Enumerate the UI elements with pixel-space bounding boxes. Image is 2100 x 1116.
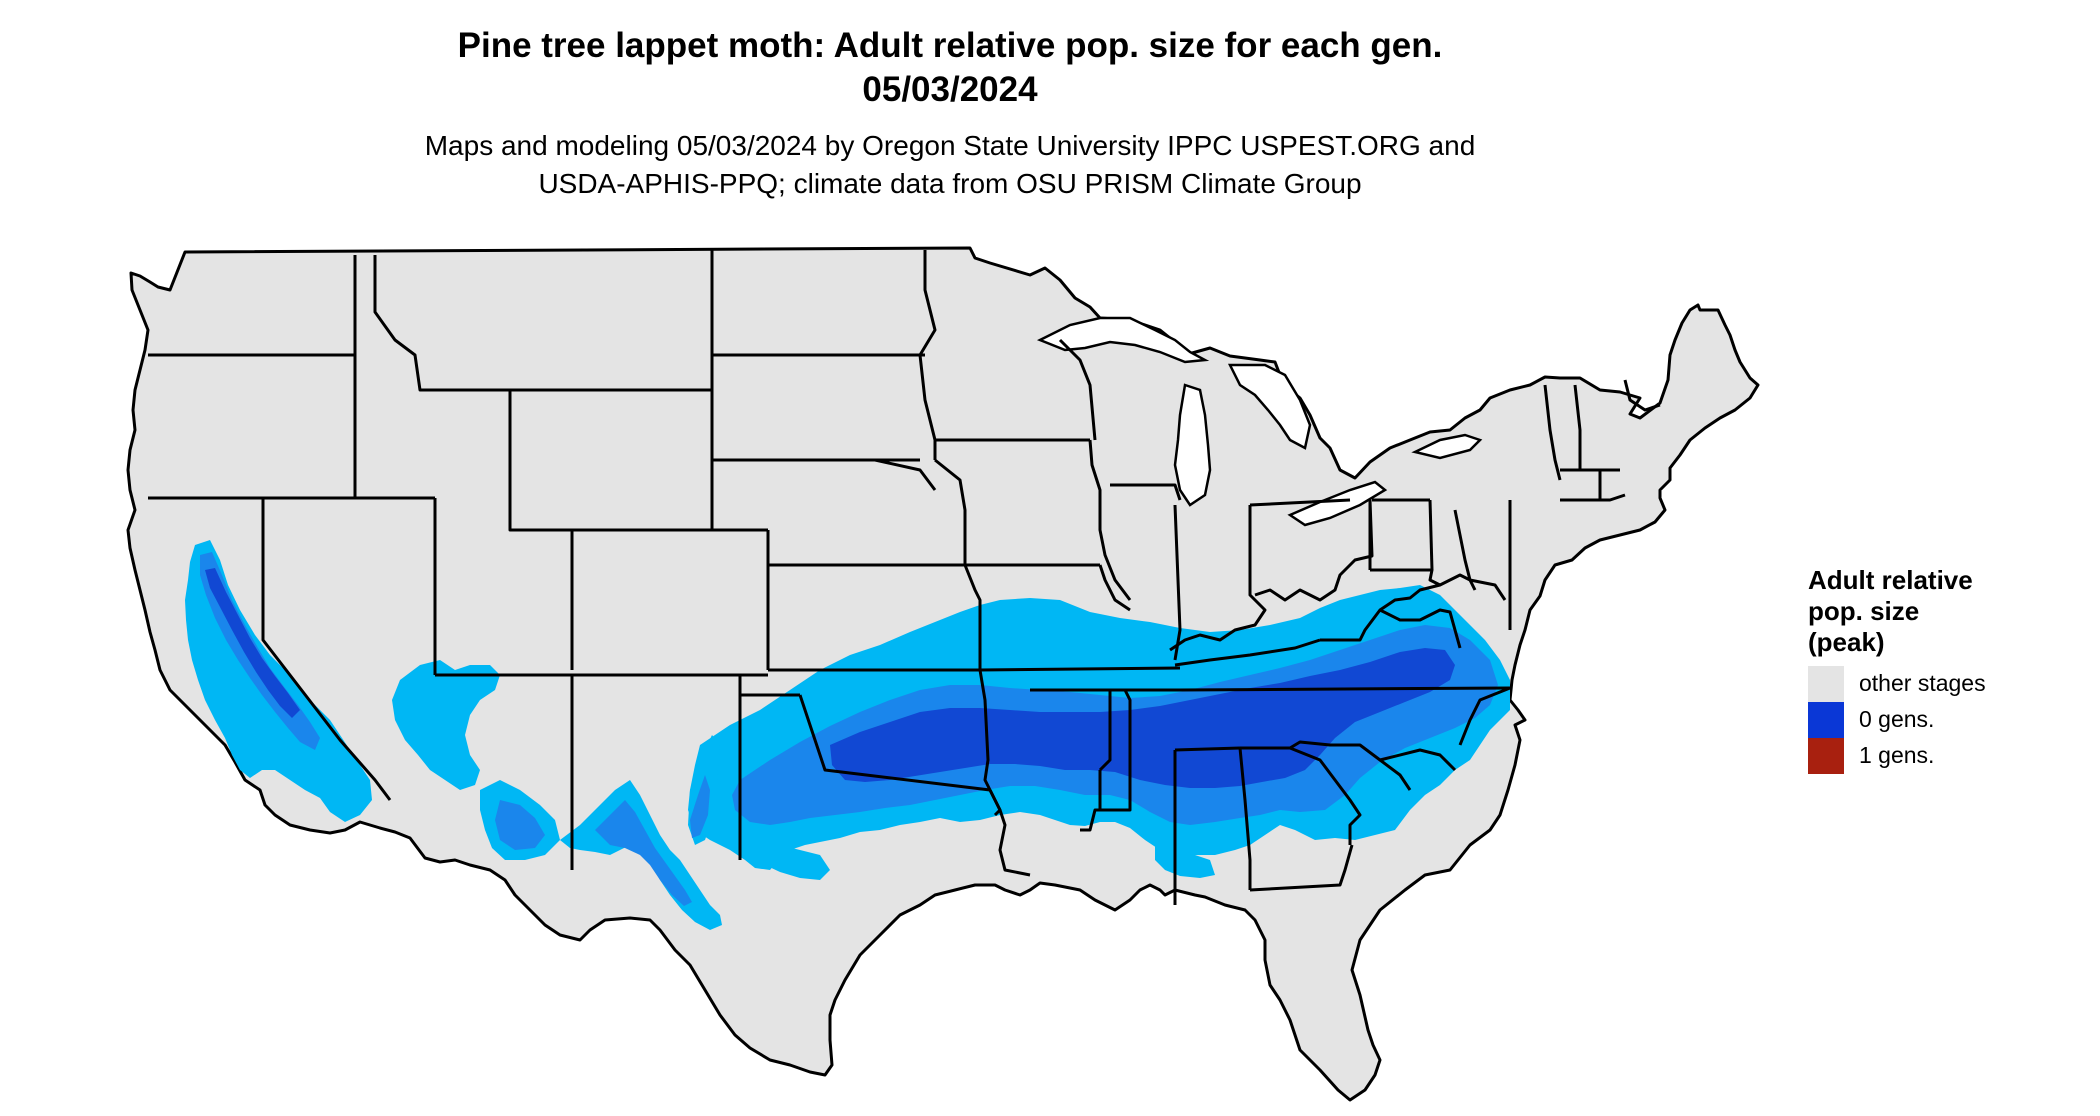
legend-swatch-1-gens [1808, 738, 1844, 774]
lake-superior [1036, 316, 1210, 364]
subtitle-line-2: USDA-APHIS-PPQ; climate data from OSU PR… [538, 168, 1362, 199]
legend-title-line-1: Adult relative [1808, 565, 1973, 595]
band-dark-west-1 [205, 568, 300, 718]
lake-michigan [1173, 383, 1212, 507]
state-borders [148, 250, 1661, 905]
lake-ontario [1411, 433, 1483, 460]
legend-label-0-gens: 0 gens. [1859, 706, 1935, 732]
title-date: 05/03/2024 [862, 70, 1038, 109]
legend-label-1-gens: 1 gens. [1859, 742, 1935, 768]
legend-title: Adult relative pop. size (peak) [1808, 565, 2068, 658]
band-mid-tx-west [690, 775, 710, 838]
band-light-gulf [1155, 845, 1215, 878]
band-light-tx-north [760, 845, 830, 880]
legend-swatch-other-stages [1808, 666, 1844, 702]
legend-swatch-0-gens [1808, 702, 1844, 738]
title-line-1: Pine tree lappet moth: Adult relative po… [457, 26, 1443, 65]
subtitle-line-1: Maps and modeling 05/03/2024 by Oregon S… [424, 130, 1476, 161]
band-mid-west-3 [495, 800, 545, 850]
band-light-west-2 [392, 660, 500, 790]
lake-huron [1227, 363, 1312, 450]
legend-title-line-2: pop. size [1808, 596, 1920, 626]
legend-label-other-stages: other stages [1859, 670, 1986, 696]
legend-title-line-3: (peak) [1808, 627, 1885, 657]
lake-erie [1287, 480, 1388, 527]
band-mid-sw [595, 800, 692, 906]
